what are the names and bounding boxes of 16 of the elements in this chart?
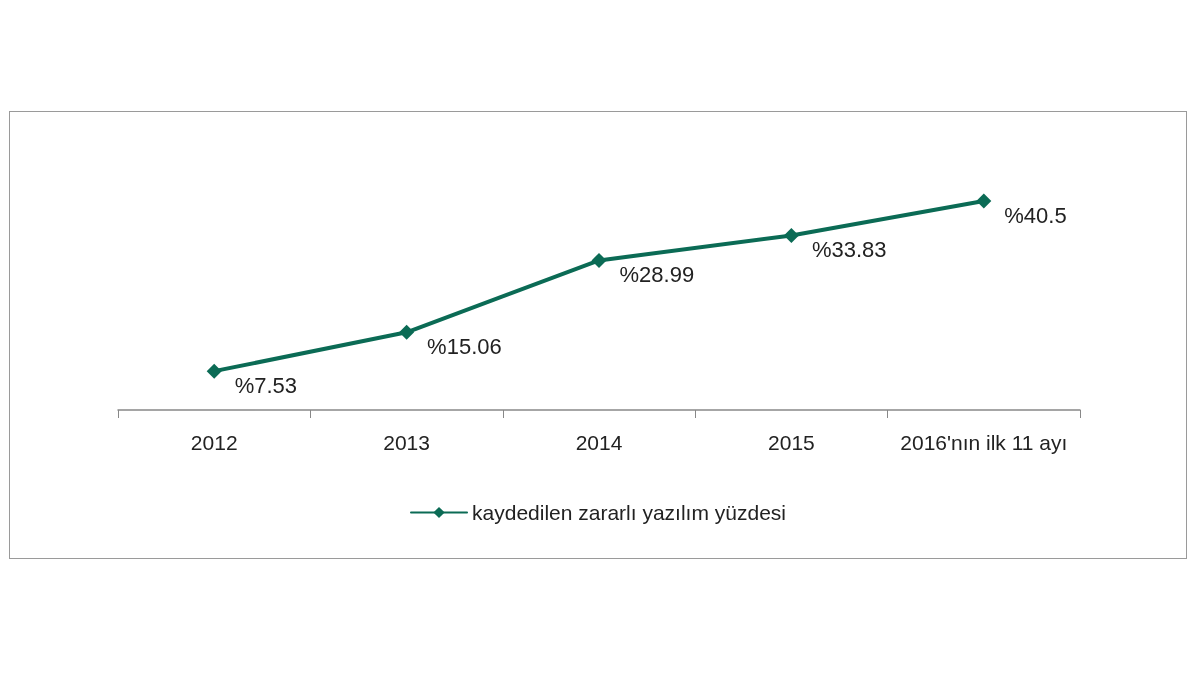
x-tick-label: 2015 <box>768 431 815 454</box>
point <box>591 252 607 268</box>
x-tick-label: 2014 <box>575 431 623 454</box>
x-tick-label: 2016'nın ilk 11 ayı <box>900 431 1068 454</box>
point <box>206 363 222 379</box>
data-label: %28.99 <box>619 261 695 287</box>
x-tick-label: 2013 <box>383 431 430 454</box>
legend-label: kaydedilen zararlı yazılım yüzdesi <box>472 501 786 524</box>
x-tick-label: 2012 <box>190 431 238 454</box>
data-label: %40.5 <box>1004 202 1067 228</box>
data-label: %15.06 <box>427 333 502 359</box>
point <box>976 193 992 209</box>
data-label: %33.83 <box>811 236 887 262</box>
point <box>783 227 799 243</box>
point <box>399 324 415 340</box>
data-label: %7.53 <box>234 372 298 398</box>
